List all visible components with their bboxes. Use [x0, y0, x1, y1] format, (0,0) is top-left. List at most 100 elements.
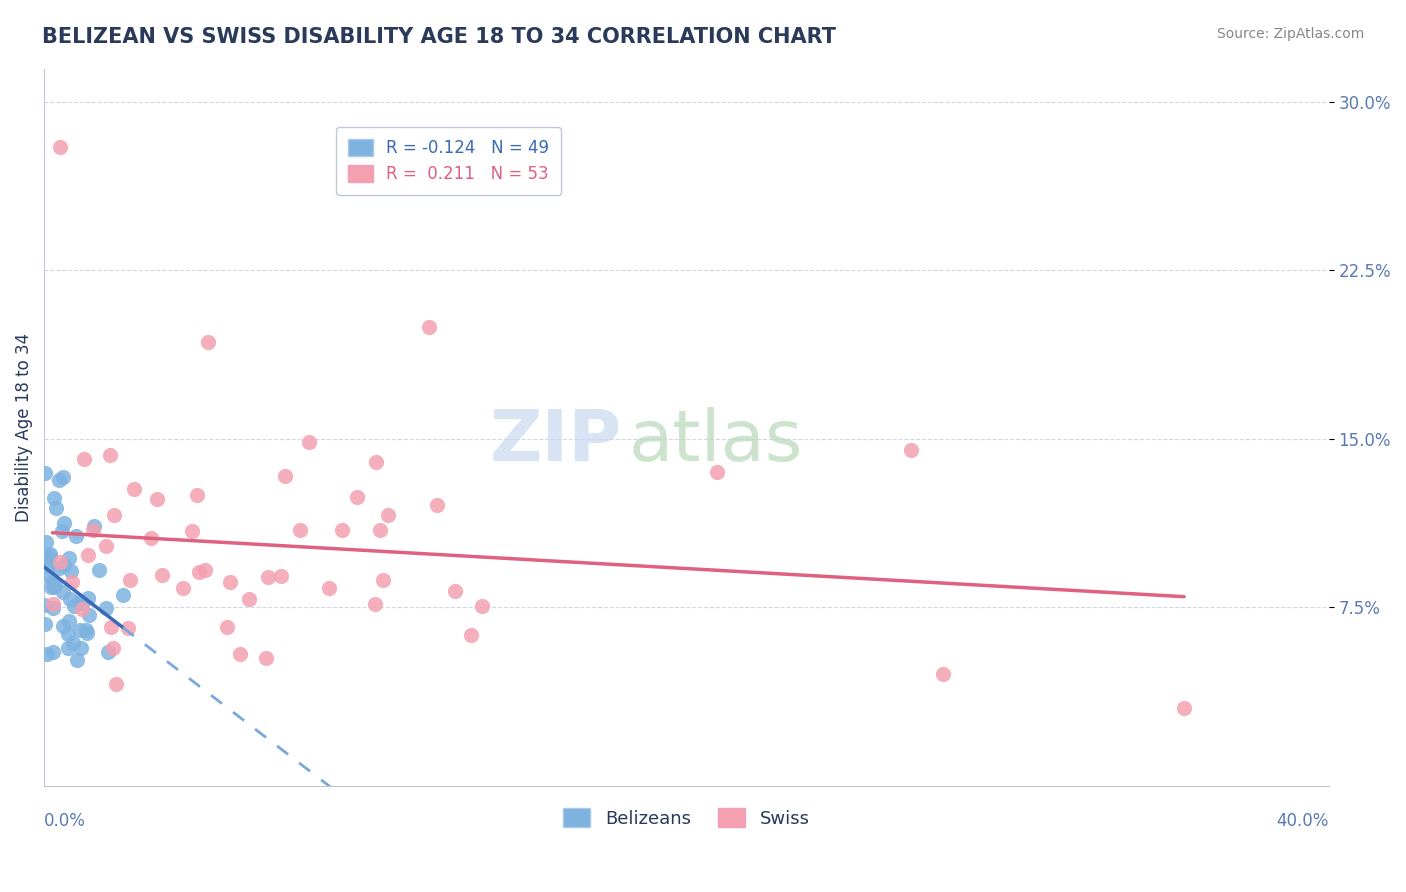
Point: [77, 591, 100, 605]
Point: [197, 334, 219, 349]
Point: [48, 474, 70, 488]
Point: [34, 617, 56, 632]
Point: [82, 523, 104, 537]
Point: [66, 653, 89, 667]
Point: [120, 574, 142, 588]
Point: [70, 596, 93, 610]
Point: [418, 319, 440, 334]
Point: [932, 667, 955, 681]
Point: [101, 640, 124, 655]
Point: [60, 565, 83, 579]
Text: 40.0%: 40.0%: [1277, 812, 1329, 830]
Point: [37, 559, 59, 574]
Point: [100, 620, 122, 634]
Point: [97, 645, 120, 659]
Y-axis label: Disability Age 18 to 34: Disability Age 18 to 34: [15, 333, 32, 522]
Point: [76, 625, 98, 640]
Point: [146, 491, 169, 506]
Point: [900, 442, 922, 457]
Point: [373, 573, 395, 587]
Point: [51, 524, 73, 539]
Point: [58, 627, 80, 641]
Point: [103, 508, 125, 522]
Point: [34, 466, 56, 480]
Point: [89, 563, 111, 577]
Point: [298, 434, 321, 449]
Point: [48, 561, 70, 575]
Point: [218, 574, 240, 589]
Point: [180, 524, 202, 538]
Point: [58, 551, 80, 566]
Point: [53, 516, 76, 531]
Point: [186, 488, 208, 502]
Legend: Belizeans, Swiss: Belizeans, Swiss: [557, 801, 817, 835]
Point: [94, 601, 117, 615]
Point: [59, 592, 82, 607]
Point: [69, 640, 91, 655]
Point: [426, 498, 449, 512]
Point: [364, 455, 387, 469]
Point: [79, 607, 101, 622]
Text: atlas: atlas: [628, 408, 803, 476]
Point: [318, 581, 340, 595]
Point: [60, 574, 83, 589]
Point: [364, 597, 387, 611]
Point: [94, 540, 117, 554]
Point: [83, 519, 105, 533]
Point: [104, 677, 127, 691]
Point: [706, 465, 728, 479]
Point: [288, 523, 311, 537]
Point: [44, 491, 66, 506]
Point: [122, 483, 145, 497]
Point: [42, 581, 65, 595]
Point: [38, 547, 60, 561]
Point: [49, 140, 72, 154]
Point: [471, 599, 494, 613]
Point: [117, 621, 139, 635]
Point: [72, 602, 94, 616]
Point: [69, 593, 91, 607]
Point: [44, 578, 66, 592]
Point: [444, 584, 467, 599]
Point: [330, 523, 353, 537]
Point: [75, 623, 97, 637]
Point: [69, 624, 91, 638]
Point: [38, 549, 60, 564]
Point: [254, 651, 277, 665]
Point: [270, 568, 292, 582]
Point: [53, 558, 76, 572]
Point: [39, 580, 62, 594]
Text: Source: ZipAtlas.com: Source: ZipAtlas.com: [1216, 27, 1364, 41]
Point: [41, 597, 63, 611]
Point: [63, 599, 86, 613]
Point: [77, 548, 100, 562]
Point: [56, 640, 79, 655]
Point: [37, 648, 59, 662]
Point: [51, 585, 73, 599]
Point: [188, 566, 211, 580]
Point: [274, 468, 297, 483]
Point: [460, 628, 482, 642]
Point: [346, 491, 368, 505]
Text: ZIP: ZIP: [489, 408, 621, 476]
Point: [38, 569, 60, 583]
Point: [42, 645, 65, 659]
Point: [150, 567, 173, 582]
Point: [73, 452, 96, 467]
Point: [139, 531, 162, 545]
Text: 0.0%: 0.0%: [44, 812, 86, 830]
Point: [98, 448, 121, 462]
Point: [377, 508, 399, 522]
Point: [32, 598, 55, 612]
Point: [45, 501, 67, 516]
Text: BELIZEAN VS SWISS DISABILITY AGE 18 TO 34 CORRELATION CHART: BELIZEAN VS SWISS DISABILITY AGE 18 TO 3…: [42, 27, 837, 46]
Point: [368, 523, 391, 537]
Point: [49, 555, 72, 569]
Point: [65, 529, 87, 543]
Point: [42, 574, 65, 588]
Point: [238, 591, 260, 606]
Point: [111, 588, 134, 602]
Point: [229, 647, 252, 661]
Point: [52, 470, 75, 484]
Point: [35, 534, 58, 549]
